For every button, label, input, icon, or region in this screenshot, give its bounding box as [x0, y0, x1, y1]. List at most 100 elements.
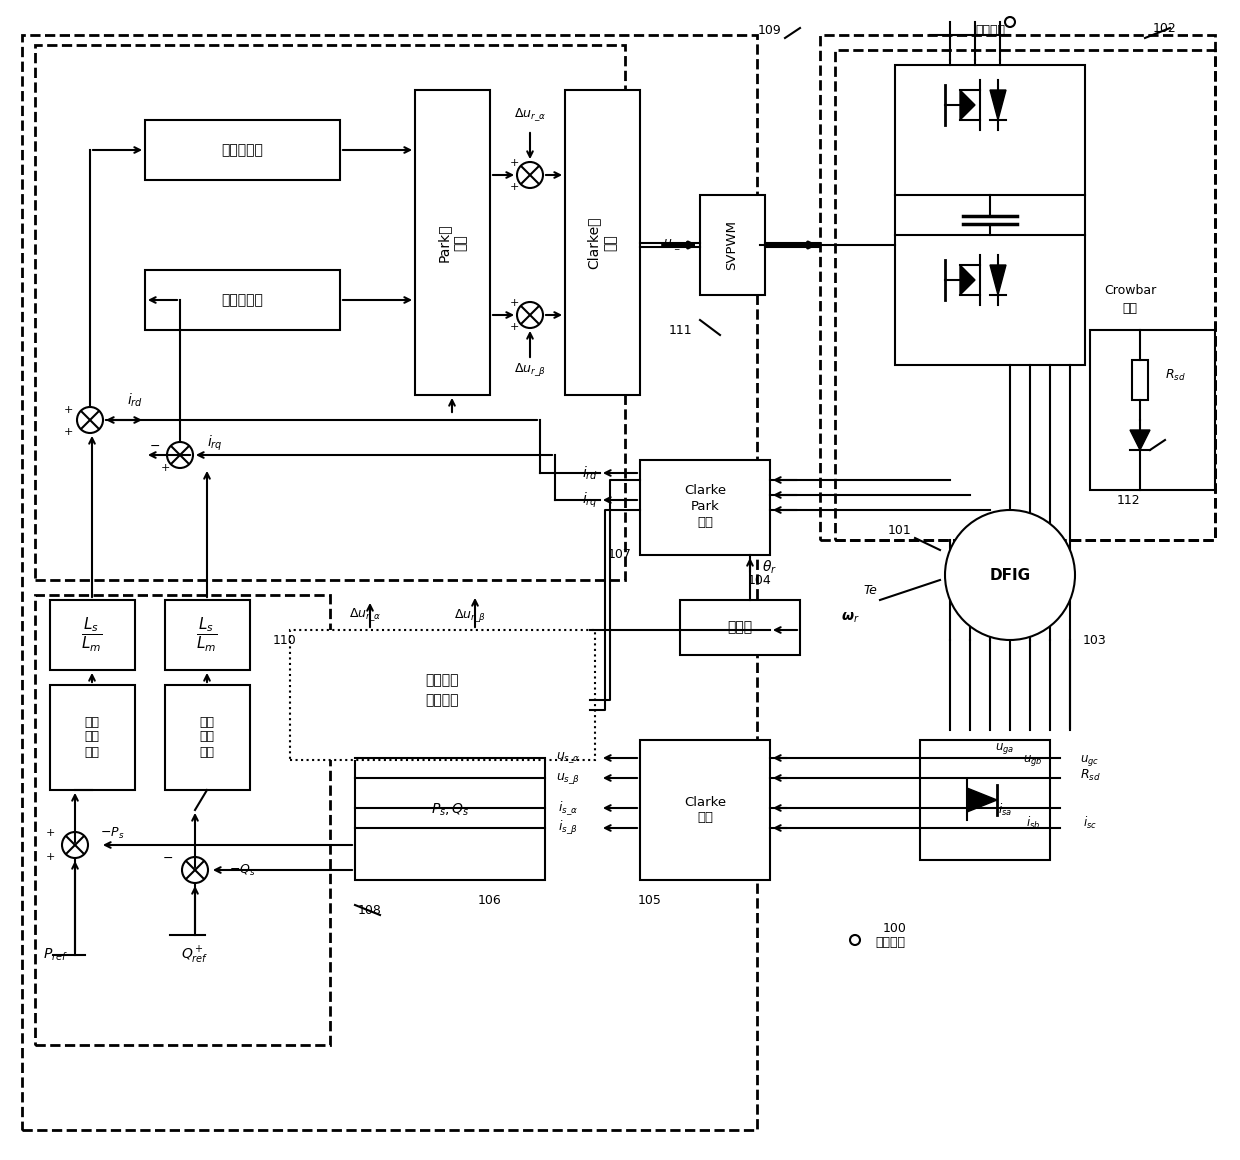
- Text: $P_s,Q_s$: $P_s,Q_s$: [430, 802, 470, 818]
- Text: 110: 110: [273, 633, 296, 646]
- Text: SVPWM: SVPWM: [725, 220, 739, 270]
- Text: $i_{sa}$: $i_{sa}$: [998, 802, 1012, 818]
- Bar: [920, 740, 1050, 860]
- Bar: [640, 461, 770, 554]
- Bar: [415, 90, 490, 396]
- Bar: [1132, 360, 1148, 400]
- Bar: [50, 600, 135, 670]
- Text: $u_{gc}$: $u_{gc}$: [1080, 753, 1100, 768]
- Text: $u_{s\_\alpha}$: $u_{s\_\alpha}$: [556, 751, 580, 766]
- Text: +: +: [510, 298, 518, 309]
- Text: +: +: [510, 322, 518, 332]
- Text: Te: Te: [863, 583, 877, 596]
- Circle shape: [849, 935, 861, 945]
- Bar: [835, 50, 1215, 541]
- Bar: [820, 35, 1215, 541]
- Bar: [145, 119, 340, 180]
- Text: 电压计算: 电压计算: [425, 693, 459, 706]
- Bar: [701, 195, 765, 295]
- Text: $-$: $-$: [162, 850, 174, 863]
- Text: $P_{ref}$: $P_{ref}$: [42, 947, 67, 963]
- Text: +: +: [63, 405, 73, 415]
- Text: +: +: [160, 463, 170, 473]
- Text: $u_{ga}$: $u_{ga}$: [996, 740, 1014, 755]
- Text: 电流控制器: 电流控制器: [221, 143, 263, 157]
- Bar: [165, 686, 250, 790]
- Text: $\Delta u_{r\_\alpha}$: $\Delta u_{r\_\alpha}$: [513, 107, 546, 123]
- Text: 三相电网: 三相电网: [875, 936, 905, 950]
- Text: 电流控制器: 电流控制器: [221, 293, 263, 307]
- Text: 锁相环: 锁相环: [728, 619, 753, 635]
- Circle shape: [1004, 17, 1016, 27]
- Text: 109: 109: [758, 23, 782, 36]
- Bar: [895, 235, 1085, 365]
- Text: Clarke
变换: Clarke 变换: [684, 796, 727, 824]
- Text: +: +: [63, 427, 73, 437]
- Polygon shape: [990, 90, 1006, 119]
- Circle shape: [517, 302, 543, 328]
- Text: Clarke逆
变换: Clarke逆 变换: [587, 217, 618, 269]
- Bar: [22, 35, 756, 1130]
- Bar: [145, 270, 340, 329]
- Circle shape: [182, 857, 208, 883]
- Bar: [565, 90, 640, 396]
- Text: 转子前馈: 转子前馈: [425, 673, 459, 687]
- Circle shape: [945, 510, 1075, 640]
- Text: 103: 103: [1083, 633, 1107, 646]
- Circle shape: [167, 442, 193, 467]
- Text: 112: 112: [1116, 493, 1140, 507]
- Text: Park: Park: [691, 500, 719, 514]
- Bar: [50, 686, 135, 790]
- Text: $-P_s$: $-P_s$: [99, 826, 124, 841]
- Text: $i_{sc}$: $i_{sc}$: [1083, 815, 1097, 831]
- Text: $\Delta u_{r\_\alpha}$: $\Delta u_{r\_\alpha}$: [348, 607, 381, 623]
- Bar: [355, 740, 546, 880]
- Text: 106: 106: [479, 893, 502, 906]
- Text: $i_{rd}$: $i_{rd}$: [582, 464, 598, 481]
- Text: $R_{sd}$: $R_{sd}$: [1164, 368, 1185, 383]
- Text: $-Q_s$: $-Q_s$: [228, 862, 255, 878]
- Text: $u_{gb}$: $u_{gb}$: [1023, 753, 1043, 768]
- Text: $i_{sb}$: $i_{sb}$: [1025, 815, 1040, 831]
- Text: 111: 111: [668, 324, 692, 336]
- Polygon shape: [960, 90, 975, 119]
- Text: 107: 107: [608, 549, 632, 561]
- Text: 电路: 电路: [1122, 302, 1137, 314]
- Text: 功率
控制
制器: 功率 控制 制器: [200, 716, 215, 759]
- Bar: [640, 740, 770, 880]
- Polygon shape: [1130, 430, 1149, 450]
- Bar: [1090, 329, 1215, 490]
- Text: 三相电网: 三相电网: [975, 23, 1004, 36]
- Text: $\boldsymbol{\omega}_r$: $\boldsymbol{\omega}_r$: [841, 611, 859, 625]
- Text: Park逆
变换: Park逆 变换: [436, 224, 467, 262]
- Bar: [895, 65, 1085, 195]
- Polygon shape: [990, 264, 1006, 295]
- Text: 105: 105: [639, 893, 662, 906]
- Text: $u_{r\_abc}$: $u_{r\_abc}$: [663, 238, 697, 253]
- Text: $\dfrac{L_s}{L_m}$: $\dfrac{L_s}{L_m}$: [82, 616, 103, 654]
- Text: 104: 104: [748, 573, 771, 587]
- Text: $i_{s\_\alpha}$: $i_{s\_\alpha}$: [558, 799, 578, 817]
- Text: 102: 102: [1153, 22, 1177, 35]
- Circle shape: [62, 832, 88, 858]
- Text: $-$: $-$: [150, 438, 160, 451]
- Text: $\dfrac{L_s}{L_m}$: $\dfrac{L_s}{L_m}$: [196, 616, 218, 654]
- Polygon shape: [967, 788, 997, 812]
- Text: $\Delta u_{r\_\beta}$: $\Delta u_{r\_\beta}$: [454, 607, 486, 624]
- Circle shape: [77, 407, 103, 433]
- Text: +: +: [46, 828, 55, 838]
- Text: 100: 100: [883, 921, 906, 935]
- Bar: [680, 600, 800, 655]
- Text: $i_{rq}$: $i_{rq}$: [207, 434, 223, 452]
- Text: Crowbar: Crowbar: [1104, 283, 1156, 297]
- Text: DFIG: DFIG: [990, 567, 1030, 582]
- Text: 变换: 变换: [697, 516, 713, 529]
- Text: 101: 101: [888, 523, 911, 536]
- Text: $u_{s\_\beta}$: $u_{s\_\beta}$: [556, 770, 580, 785]
- Text: $i_{s\_\beta}$: $i_{s\_\beta}$: [558, 819, 578, 838]
- Text: +: +: [510, 158, 518, 168]
- Text: $Q_{ref}^+$: $Q_{ref}^+$: [181, 944, 208, 965]
- Text: +: +: [46, 851, 55, 862]
- Text: $R_{sd}$: $R_{sd}$: [1080, 768, 1100, 783]
- Bar: [35, 595, 330, 1045]
